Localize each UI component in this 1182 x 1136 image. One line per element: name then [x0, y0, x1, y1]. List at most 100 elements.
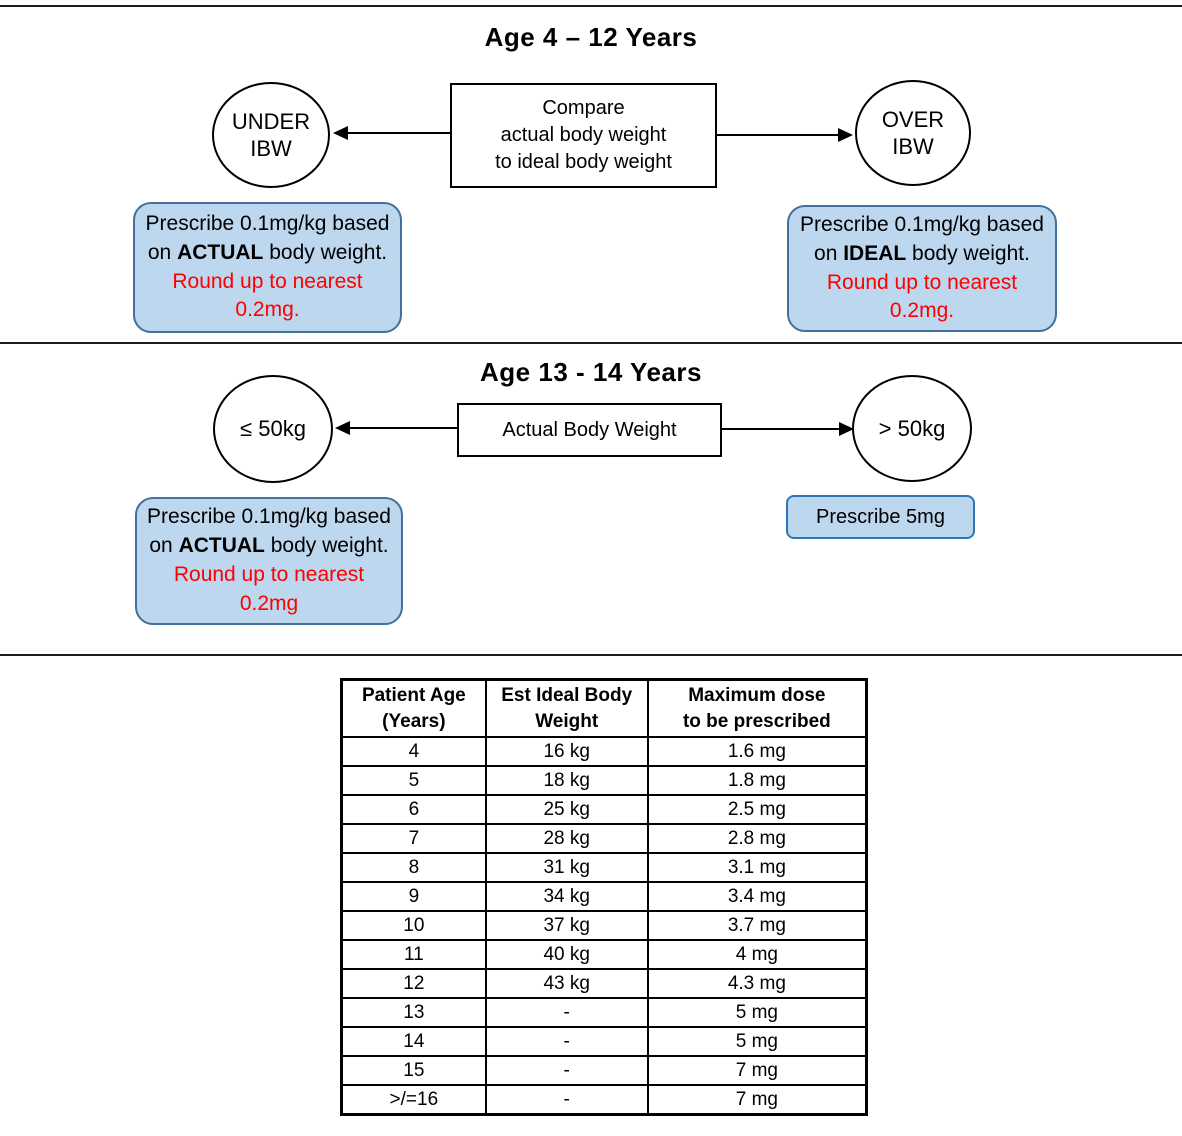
- table-cell: 6: [340, 794, 487, 825]
- dose-table: Patient Age (Years) Est Ideal Body Weigh…: [340, 678, 868, 1116]
- table-cell: 2.5 mg: [646, 794, 868, 825]
- arrow-right-line: [722, 428, 840, 430]
- over-ibw-circle: OVER IBW: [855, 80, 971, 186]
- over-50kg-circle: > 50kg: [852, 375, 972, 482]
- prescribe-text-warning: Round up to nearest 0.2mg.: [172, 269, 363, 322]
- prescribe-text-bold: ACTUAL: [178, 534, 265, 558]
- table-cell: 37 kg: [484, 910, 649, 941]
- table-row: 6 25 kg 2.5 mg: [340, 794, 868, 825]
- table-cell: 5 mg: [646, 997, 868, 1028]
- table-cell: 9: [340, 881, 487, 912]
- table-cell: 10: [340, 910, 487, 941]
- over-ibw-label: OVER IBW: [881, 106, 945, 160]
- under-ibw-label: UNDER IBW: [231, 108, 311, 162]
- table-row: 12 43 kg 4.3 mg: [340, 968, 868, 999]
- prescribe-text: Prescribe 0.1mg/kg based on: [145, 211, 390, 264]
- over-50kg-label: > 50kg: [878, 415, 946, 441]
- table-row: 5 18 kg 1.8 mg: [340, 765, 868, 796]
- table-cell: 3.1 mg: [646, 852, 868, 883]
- prescribe-text-warning: Round up to nearest 0.2mg: [173, 563, 365, 615]
- prescribe-5mg-box: Prescribe 5mg: [786, 495, 975, 539]
- table-cell: -: [484, 1055, 649, 1086]
- dose-table-body: 4 16 kg 1.6 mg 5 18 kg 1.8 mg 6 25 kg 2.5 mg 7 28 …: [340, 736, 868, 1116]
- prescribe-text: Prescribe 0.1mg/kg based on: [147, 505, 391, 558]
- table-row: 13-5 mg: [340, 997, 868, 1028]
- table-cell: 40 kg: [484, 939, 649, 970]
- prescribe-actual-box-1: Prescribe 0.1mg/kg based on ACTUAL body …: [133, 202, 402, 333]
- table-cell: 16 kg: [484, 736, 649, 767]
- table-cell: 4: [340, 736, 487, 767]
- table-cell: 3.4 mg: [646, 881, 868, 912]
- table-row: >/=16-7 mg: [340, 1084, 868, 1116]
- arrow-right-icon: [839, 422, 854, 436]
- section-divider-line-1: [0, 342, 1182, 344]
- arrow-right-icon: [838, 128, 853, 142]
- table-cell: 14: [340, 1026, 487, 1057]
- section-divider-line-2: [0, 654, 1182, 656]
- prescribe-actual-box-2: Prescribe 0.1mg/kg based on ACTUAL body …: [135, 497, 403, 625]
- table-row: 9 34 kg 3.4 mg: [340, 881, 868, 912]
- actual-body-weight-box: Actual Body Weight: [457, 403, 722, 457]
- table-cell: 5 mg: [646, 1026, 868, 1057]
- prescribe-ideal-box: Prescribe 0.1mg/kg based on IDEAL body w…: [787, 205, 1057, 332]
- arrow-left-icon: [335, 421, 350, 435]
- table-cell: 4.3 mg: [646, 968, 868, 999]
- table-cell: >/=16: [340, 1084, 487, 1116]
- table-row: 11 40 kg 4 mg: [340, 939, 868, 970]
- table-cell: 7: [340, 823, 487, 854]
- table-row: 15-7 mg: [340, 1055, 868, 1086]
- table-cell: 1.8 mg: [646, 765, 868, 796]
- table-row: 10 37 kg 3.7 mg: [340, 910, 868, 941]
- table-cell: 31 kg: [484, 852, 649, 883]
- table-cell: -: [484, 1026, 649, 1057]
- table-cell: 4 mg: [646, 939, 868, 970]
- table-cell: 2.8 mg: [646, 823, 868, 854]
- table-cell: 28 kg: [484, 823, 649, 854]
- arrow-left-icon: [333, 126, 348, 140]
- compare-weight-box: Compare actual body weight to ideal body…: [450, 83, 717, 188]
- table-row: 14-5 mg: [340, 1026, 868, 1057]
- prescribe-text: body weight.: [906, 241, 1030, 265]
- table-cell: 1.6 mg: [646, 736, 868, 767]
- prescribe-text: Prescribe 0.1mg/kg based on: [800, 212, 1044, 265]
- prescribe-text-warning: Round up to nearest 0.2mg.: [826, 270, 1018, 323]
- prescribe-text-bold: IDEAL: [843, 241, 907, 265]
- actual-body-weight-label: Actual Body Weight: [502, 418, 677, 441]
- top-divider-line: [0, 5, 1182, 7]
- header-maximum-dose: Maximum dose to be prescribed: [646, 678, 868, 738]
- prescribe-text-bold: ACTUAL: [177, 240, 264, 264]
- table-cell: 8: [340, 852, 487, 883]
- prescribe-text: body weight.: [264, 534, 389, 558]
- table-cell: -: [484, 997, 649, 1028]
- table-header-row: Patient Age (Years) Est Ideal Body Weigh…: [340, 678, 868, 738]
- table-cell: 34 kg: [484, 881, 649, 912]
- table-row: 7 28 kg 2.8 mg: [340, 823, 868, 854]
- header-ideal-body-weight: Est Ideal Body Weight: [484, 678, 649, 738]
- table-cell: 15: [340, 1055, 487, 1086]
- header-patient-age: Patient Age (Years): [340, 678, 487, 738]
- prescribe-text: body weight.: [263, 240, 388, 264]
- table-cell: 25 kg: [484, 794, 649, 825]
- section1-title: Age 4 – 12 Years: [484, 22, 698, 52]
- table-cell: -: [484, 1084, 649, 1116]
- under-50kg-circle: ≤ 50kg: [213, 375, 333, 483]
- table-cell: 43 kg: [484, 968, 649, 999]
- table-row: 4 16 kg 1.6 mg: [340, 736, 868, 767]
- under-50kg-label: ≤ 50kg: [240, 416, 306, 442]
- prescribe-5mg-label: Prescribe 5mg: [816, 505, 945, 528]
- arrow-left-line: [348, 427, 457, 429]
- table-cell: 7 mg: [646, 1055, 868, 1086]
- table-cell: 12: [340, 968, 487, 999]
- table-cell: 11: [340, 939, 487, 970]
- table-cell: 5: [340, 765, 487, 796]
- section2-title: Age 13 - 14 Years: [480, 357, 702, 387]
- arrow-left-line: [346, 132, 450, 134]
- prescribe-actual-text-2: Prescribe 0.1mg/kg based on ACTUAL body …: [147, 503, 391, 618]
- arrow-right-line: [717, 134, 839, 136]
- table-cell: 7 mg: [646, 1084, 868, 1116]
- table-row: 8 31 kg 3.1 mg: [340, 852, 868, 883]
- prescribe-ideal-text: Prescribe 0.1mg/kg based on IDEAL body w…: [799, 211, 1045, 326]
- under-ibw-circle: UNDER IBW: [212, 82, 330, 188]
- table-cell: 3.7 mg: [646, 910, 868, 941]
